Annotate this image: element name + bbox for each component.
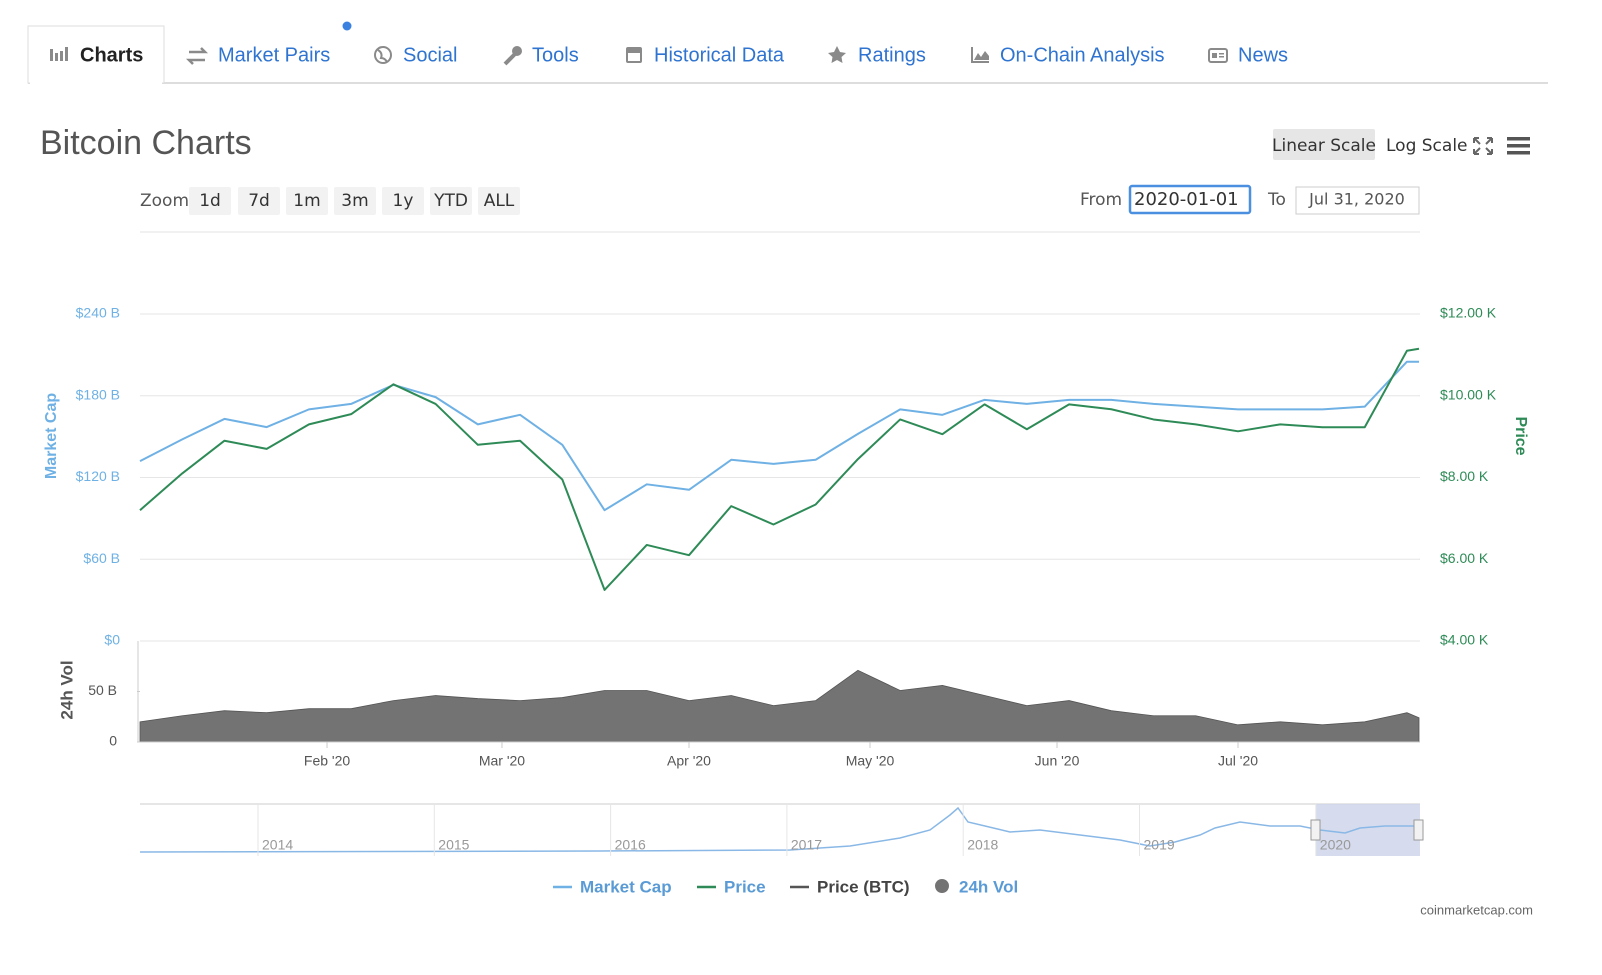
tab[interactable]: Market Pairs: [218, 44, 330, 66]
navigator-year: 2020: [1320, 837, 1351, 853]
zoom-button-label: YTD: [433, 191, 468, 211]
legend-label[interactable]: Price (BTC): [817, 877, 910, 896]
navigator-year: 2016: [615, 837, 646, 853]
navigator: [140, 804, 1420, 856]
legend-label[interactable]: Market Cap: [580, 877, 672, 896]
y2-tick-label: $8.00 K: [1440, 468, 1489, 484]
tab[interactable]: Social: [403, 44, 457, 66]
x-tick-label: Jun '20: [1035, 753, 1080, 769]
zoom-button-label: 1y: [393, 191, 414, 211]
linear-scale-label: Linear Scale: [1272, 136, 1376, 156]
navigator-axis: 2014 2015 2016 2017 2018 2019 2020: [257, 804, 1351, 856]
navigator-year: 2017: [791, 837, 822, 853]
y-tick-label: $60 B: [83, 550, 120, 566]
tab[interactable]: Tools: [532, 44, 579, 66]
tab[interactable]: Ratings: [858, 44, 926, 66]
y3-tick-label: 0: [109, 733, 117, 749]
to-input[interactable]: [1295, 186, 1420, 215]
zoom-button[interactable]: [478, 187, 520, 215]
x-tick-label: Jul '20: [1218, 753, 1258, 769]
zoom-button-label: 1d: [199, 191, 221, 211]
log-scale-button[interactable]: Log Scale: [1386, 136, 1468, 156]
y3-tick-label: 50 B: [88, 682, 117, 698]
zoom-button[interactable]: [286, 187, 328, 215]
tab[interactable]: Charts: [80, 44, 143, 66]
zoom-button[interactable]: [189, 187, 231, 215]
navigator-handle[interactable]: [1413, 819, 1424, 841]
zoom-label: Zoom: [140, 191, 189, 211]
x-tick-label: Feb '20: [304, 753, 350, 769]
from-input[interactable]: [1128, 184, 1252, 215]
zoom-buttons: 1d 7d 1m 3m 1y YTD ALL: [189, 187, 520, 215]
zoom-button-label: 1m: [293, 191, 320, 211]
tab-icons: [50, 46, 1228, 66]
navigator-year: 2019: [1144, 837, 1175, 853]
zoom-button-label: 3m: [341, 191, 368, 211]
fullscreen-icon[interactable]: [1473, 137, 1493, 155]
x-tick-label: May '20: [846, 753, 895, 769]
y-axis-title: Market Cap: [43, 393, 60, 479]
y2-tick-label: $10.00 K: [1440, 386, 1497, 402]
from-value: 2020-01-01: [1134, 189, 1239, 210]
tab[interactable]: Historical Data: [654, 44, 785, 66]
chart-title: Bitcoin Charts: [40, 124, 252, 162]
menu-icon[interactable]: [1507, 137, 1530, 155]
y-tick-label: $240 B: [76, 305, 120, 321]
zoom-button[interactable]: [430, 187, 472, 215]
y-tick-label: $180 B: [76, 386, 120, 402]
series-line: [139, 347, 1420, 591]
linear-scale-button[interactable]: [1273, 129, 1375, 160]
y3-axis-title: 24h Vol: [57, 660, 76, 719]
zoom-button[interactable]: [238, 187, 280, 215]
credit: coinmarketcap.com: [1420, 902, 1533, 917]
zoom-button-label: 7d: [248, 191, 270, 211]
x-tick-label: Apr '20: [667, 753, 711, 769]
zoom-button[interactable]: [382, 187, 424, 215]
y2-tick-label: $12.00 K: [1440, 305, 1497, 321]
to-value: Jul 31, 2020: [1308, 190, 1405, 209]
navigator-handle[interactable]: [1310, 819, 1321, 841]
to-label: To: [1267, 190, 1286, 210]
x-tick-label: Mar '20: [479, 753, 525, 769]
legend-label[interactable]: 24h Vol: [959, 877, 1018, 896]
zoom-button[interactable]: [334, 187, 376, 215]
navigator-year: 2014: [262, 837, 293, 853]
from-label: From: [1080, 190, 1122, 210]
zoom-button-label: ALL: [484, 191, 515, 211]
volume-area: [139, 669, 1420, 743]
y-tick-label: $0: [104, 632, 120, 648]
legend-label[interactable]: Price: [724, 877, 766, 896]
tab[interactable]: On-Chain Analysis: [1000, 44, 1165, 66]
tab[interactable]: News: [1238, 44, 1288, 66]
navigator-year: 2015: [438, 837, 469, 853]
y-tick-label: $120 B: [76, 468, 120, 484]
y2-axis-title: Price: [1512, 416, 1529, 455]
chart: $0 $60 B $120 B $180 B $240 B $4.00 K $6.00 K $…: [43, 305, 1529, 897]
series-line: [139, 360, 1419, 512]
legend-symbol: [935, 879, 949, 893]
navigator-year: 2018: [967, 837, 998, 853]
notification-dot: [342, 21, 352, 31]
active-tab-gap: [30, 81, 162, 85]
y2-tick-label: $4.00 K: [1440, 632, 1489, 648]
y2-tick-label: $6.00 K: [1440, 550, 1489, 566]
navigator-selection[interactable]: [1316, 804, 1420, 856]
